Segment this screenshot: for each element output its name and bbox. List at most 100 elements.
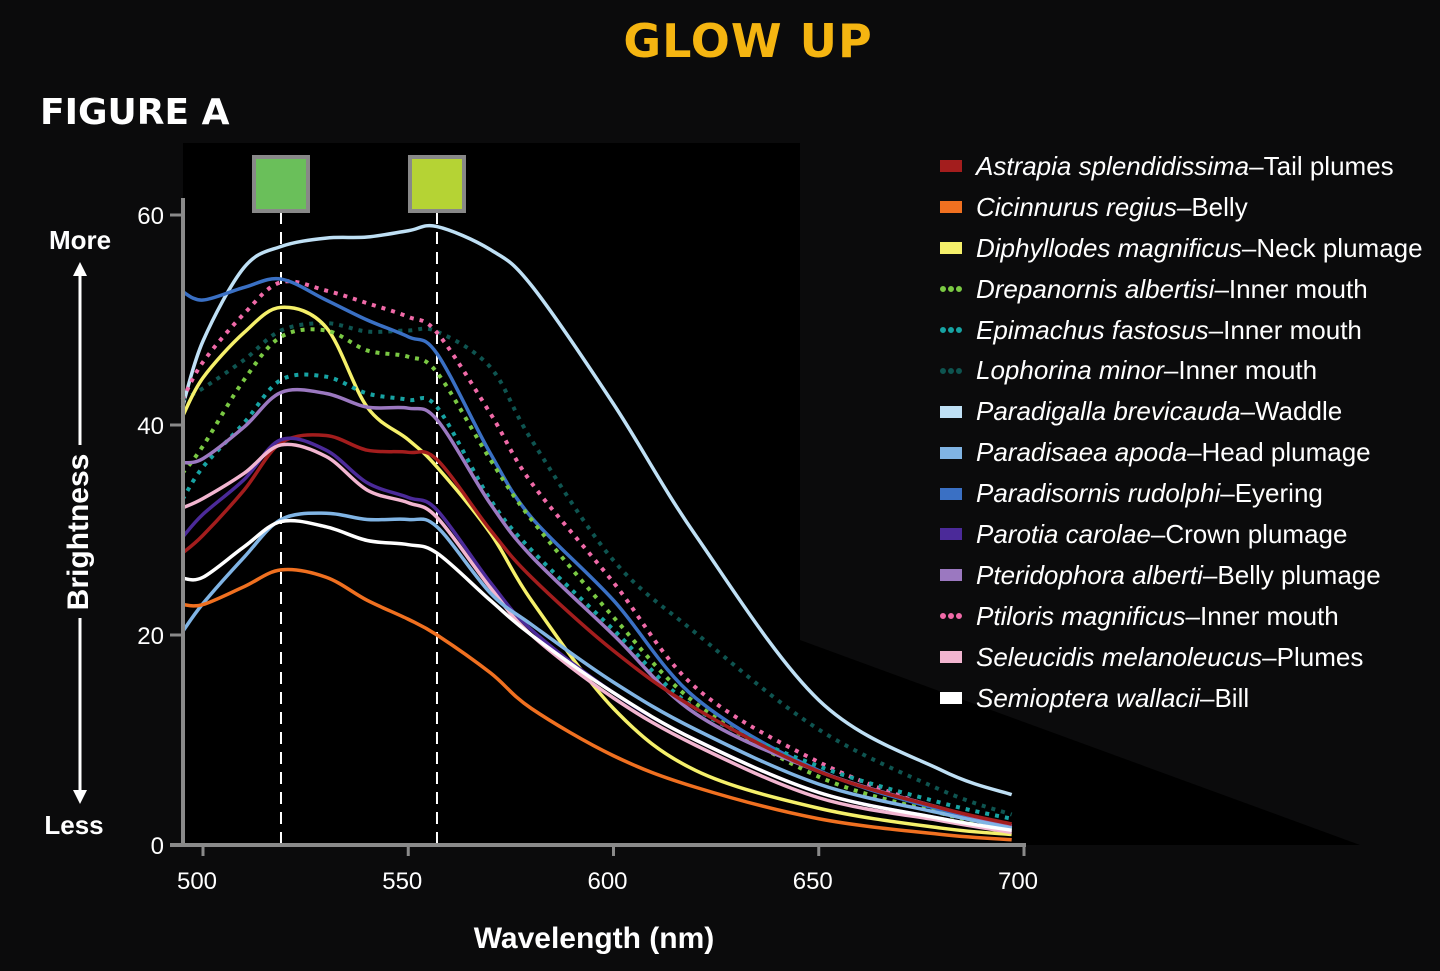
down-arrow-icon (73, 618, 87, 804)
y-tick-label: 60 (137, 203, 164, 230)
legend-part: Belly (1191, 191, 1248, 222)
legend-species: Cicinnurus regius (976, 191, 1177, 222)
legend-item: Paradisaea apoda – Head plumage (940, 432, 1423, 473)
legend-part: Waddle (1254, 396, 1343, 427)
legend-species: Lophorina minor (976, 355, 1164, 386)
legend-part: Neck plumage (1256, 232, 1423, 263)
legend: Astrapia splendidissima – Tail plumes Cic… (940, 146, 1423, 718)
series-line-epimachus-fastosus (180, 372, 1013, 821)
legend-separator: – (1240, 396, 1255, 427)
legend-species: Pteridophora alberti (976, 559, 1203, 590)
legend-separator: – (1249, 150, 1264, 181)
color-swatch (251, 155, 310, 213)
figure-label: FIGURE A (40, 92, 230, 133)
legend-species: Epimachus fastosus (976, 314, 1209, 345)
series-line-lophorina-minor (181, 321, 1013, 817)
legend-species: Ptiloris magnificus (976, 600, 1186, 631)
plot-panel (183, 143, 800, 843)
legend-swatch (940, 242, 962, 255)
x-axis-label: Wavelength (nm) (474, 922, 715, 955)
legend-part: Tail plumes (1263, 150, 1394, 181)
series-line-astrapia-splendidissima (181, 433, 1013, 826)
series-line-diphyllodes-magnificus (180, 305, 1012, 837)
legend-swatch (940, 367, 962, 374)
series-line-paradigalla-brevicauda (180, 223, 1013, 797)
up-arrow-icon (73, 262, 87, 445)
legend-separator: – (1199, 682, 1215, 713)
legend-part: Plumes (1276, 641, 1364, 672)
x-tick-label: 550 (382, 868, 422, 895)
legend-separator: – (1163, 355, 1179, 386)
legend-species: Seleucidis melanoleucus (976, 641, 1263, 672)
legend-part: Belly plumage (1217, 559, 1381, 590)
legend-swatch (940, 201, 962, 214)
y-more-label: More (49, 225, 111, 255)
legend-swatch (940, 405, 962, 418)
color-swatch (407, 155, 466, 213)
legend-swatch (940, 286, 962, 293)
legend-item: Pteridophora alberti – Belly plumage (940, 555, 1423, 596)
legend-separator: – (1150, 518, 1166, 549)
x-tick-label: 700 (998, 868, 1038, 895)
legend-part: Inner mouth (1178, 355, 1318, 386)
legend-separator: – (1176, 191, 1192, 222)
legend-separator: – (1187, 437, 1202, 468)
legend-species: Diphyllodes magnificus (976, 232, 1242, 263)
chart-title: GLOW UP (623, 14, 873, 68)
legend-swatch (940, 613, 962, 620)
series-line-drepanornis-albertisi (180, 327, 1013, 832)
legend-species: Paradisaea apoda (976, 437, 1188, 468)
x-tick-label: 500 (177, 868, 217, 895)
series-line-seleucidis-melanoleucus (181, 442, 1012, 835)
y-less-label: Less (44, 810, 103, 840)
series-line-semioptera-wallacii (182, 518, 1012, 833)
legend-species: Drepanornis albertisi (976, 273, 1215, 304)
plot-panel-shadow (800, 640, 1360, 845)
legend-item: Paradigalla brevicauda – Waddle (940, 391, 1423, 432)
x-tick-label: 650 (793, 868, 833, 895)
series-line-cicinnurus-regius (182, 567, 1012, 842)
legend-swatch (940, 692, 962, 705)
legend-item: Parotia carolae – Crown plumage (940, 514, 1423, 555)
legend-part: Inner mouth (1223, 314, 1362, 345)
legend-part: Bill (1214, 682, 1250, 713)
legend-species: Semioptera wallacii (976, 682, 1200, 713)
legend-part: Inner mouth (1199, 600, 1339, 631)
y-tick-label: 20 (137, 623, 164, 650)
y-tick-label: 0 (151, 833, 164, 860)
legend-item: Epimachus fastosus – Inner mouth (940, 310, 1423, 351)
legend-item: Cicinnurus regius – Belly (940, 187, 1423, 228)
legend-separator: – (1202, 559, 1218, 590)
y-tick-label: 40 (137, 413, 164, 440)
legend-separator: – (1214, 273, 1229, 304)
legend-separator: – (1185, 600, 1200, 631)
legend-part: Head plumage (1201, 437, 1371, 468)
legend-swatch (940, 528, 962, 541)
legend-item: Semioptera wallacii – Bill (940, 678, 1423, 719)
legend-item: Lophorina minor – Inner mouth (940, 350, 1423, 391)
legend-species: Paradisornis rudolphi (976, 478, 1221, 509)
legend-species: Paradigalla brevicauda (976, 396, 1241, 427)
legend-item: Paradisornis rudolphi – Eyering (940, 473, 1423, 514)
legend-item: Astrapia splendidissima – Tail plumes (940, 146, 1423, 187)
legend-swatch (940, 446, 962, 459)
legend-separator: – (1241, 232, 1257, 263)
y-axis-label: Brightness (62, 454, 95, 611)
legend-swatch (940, 569, 962, 582)
legend-separator: – (1262, 641, 1277, 672)
legend-item: Ptiloris magnificus – Inner mouth (940, 596, 1423, 637)
legend-separator: – (1208, 314, 1224, 345)
legend-part: Crown plumage (1165, 518, 1348, 549)
legend-part: Eyering (1234, 478, 1323, 509)
legend-swatch (940, 487, 962, 500)
legend-swatch (940, 651, 962, 664)
legend-swatch (940, 327, 962, 333)
legend-item: Seleucidis melanoleucus – Plumes (940, 637, 1423, 678)
legend-part: Inner mouth (1228, 273, 1368, 304)
legend-swatch (940, 160, 962, 173)
legend-item: Drepanornis albertisi – Inner mouth (940, 269, 1423, 310)
series-line-paradisaea-apoda (181, 511, 1013, 830)
legend-species: Parotia carolae (976, 518, 1151, 549)
legend-separator: – (1220, 478, 1235, 509)
legend-species: Astrapia splendidissima (976, 150, 1250, 181)
